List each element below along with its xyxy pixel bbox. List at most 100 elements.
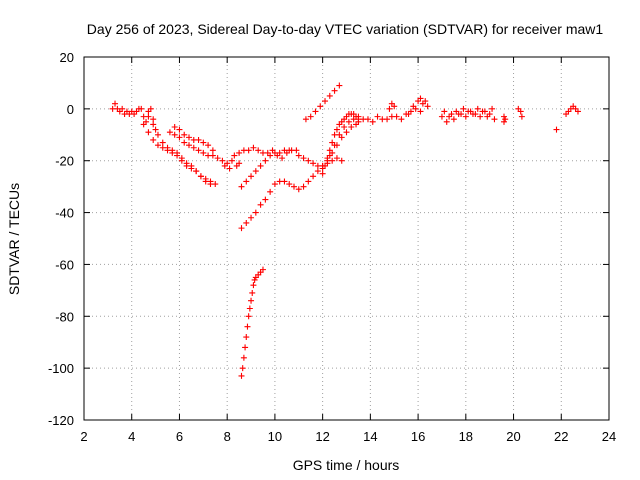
data-point	[159, 139, 166, 146]
series-steep-track-8-6-to-9-5h	[238, 266, 266, 379]
data-point	[245, 313, 252, 320]
series-cluster-7-8-to-8-5h	[219, 152, 243, 172]
data-point	[209, 152, 216, 159]
data-point	[279, 155, 286, 162]
data-point	[300, 155, 307, 162]
data-point	[302, 116, 309, 123]
data-point	[169, 147, 176, 154]
data-point	[450, 116, 457, 123]
axis-ticks: 2 4 6 8 10 12 14 16 18 20 22 24200-20-40-60-80-100-…	[48, 50, 616, 444]
y-axis-label: SDTVAR / TECUs	[6, 183, 22, 295]
data-point	[186, 142, 192, 149]
data-point	[224, 160, 231, 167]
data-point	[226, 165, 233, 172]
series-cluster-14-8-to-16-4h	[386, 95, 431, 118]
data-point	[455, 111, 462, 118]
data-point	[517, 108, 524, 115]
data-point	[262, 196, 269, 203]
x-tick-label: 22	[554, 429, 568, 444]
y-tick-label: -100	[48, 361, 74, 376]
data-point	[140, 121, 147, 128]
data-point	[518, 113, 525, 120]
data-point	[181, 131, 188, 138]
data-point	[267, 152, 274, 159]
data-point	[205, 142, 212, 149]
x-tick-label: 24	[602, 429, 616, 444]
data-point	[195, 147, 202, 154]
series-isolated-20-3h	[515, 105, 525, 120]
data-point	[250, 144, 257, 151]
data-point	[348, 124, 355, 131]
x-tick-label: 14	[363, 429, 377, 444]
x-tick-label: 10	[268, 429, 282, 444]
data-point	[188, 162, 195, 169]
data-point	[259, 266, 266, 273]
data-point	[331, 142, 338, 149]
data-point	[243, 334, 250, 341]
data-point	[465, 108, 472, 115]
data-point	[333, 126, 340, 133]
data-point	[438, 113, 445, 120]
data-point	[305, 157, 312, 164]
data-point	[174, 149, 181, 156]
data-point	[469, 111, 476, 118]
data-point	[145, 113, 152, 120]
data-point	[343, 129, 350, 136]
data-point	[243, 178, 250, 185]
data-point	[326, 92, 333, 99]
x-tick-label: 8	[224, 429, 231, 444]
data-point	[242, 344, 249, 351]
data-point	[183, 160, 190, 167]
data-point	[338, 157, 345, 164]
data-point	[150, 121, 157, 128]
data-point	[186, 134, 192, 141]
data-point	[501, 118, 507, 125]
data-point	[255, 147, 262, 154]
data-point	[319, 170, 326, 177]
x-tick-label: 18	[459, 429, 473, 444]
data-point	[238, 372, 245, 379]
data-point	[307, 113, 314, 120]
grid	[84, 57, 609, 420]
data-point	[150, 136, 157, 143]
data-point	[355, 113, 362, 120]
data-point	[228, 157, 235, 164]
data-point	[341, 124, 348, 131]
data-point	[231, 152, 238, 159]
x-tick-label: 6	[176, 429, 183, 444]
data-point	[181, 139, 188, 146]
data-point	[319, 165, 326, 172]
data-point	[295, 186, 302, 193]
data-point	[291, 183, 297, 190]
data-point	[405, 111, 412, 118]
data-point	[393, 113, 400, 120]
data-point	[154, 131, 161, 138]
data-point	[474, 105, 481, 112]
data-point	[244, 323, 251, 330]
data-point	[310, 173, 317, 180]
data-point	[574, 108, 581, 115]
data-point	[236, 149, 243, 156]
data-point	[252, 209, 259, 216]
data-point	[333, 155, 340, 162]
data-point	[317, 103, 324, 110]
data-point	[364, 116, 371, 123]
data-point	[243, 219, 250, 226]
data-point	[501, 113, 507, 120]
y-tick-label: 20	[60, 50, 74, 65]
series-cluster-22-2-to-22-7h	[563, 103, 581, 118]
data-point	[238, 225, 245, 232]
data-point	[251, 276, 258, 283]
data-point	[271, 181, 278, 188]
data-point	[246, 305, 253, 312]
series-track-6-to-7-5h	[171, 131, 221, 162]
series-rise-12-3-to-13-5h-c	[326, 113, 362, 159]
data-point	[462, 113, 469, 120]
data-point	[193, 168, 200, 175]
series-rise-11-3-to-12-7h	[302, 82, 343, 123]
data-point	[219, 157, 226, 164]
data-point	[267, 188, 274, 195]
data-point	[424, 103, 431, 110]
data-point	[477, 113, 484, 120]
